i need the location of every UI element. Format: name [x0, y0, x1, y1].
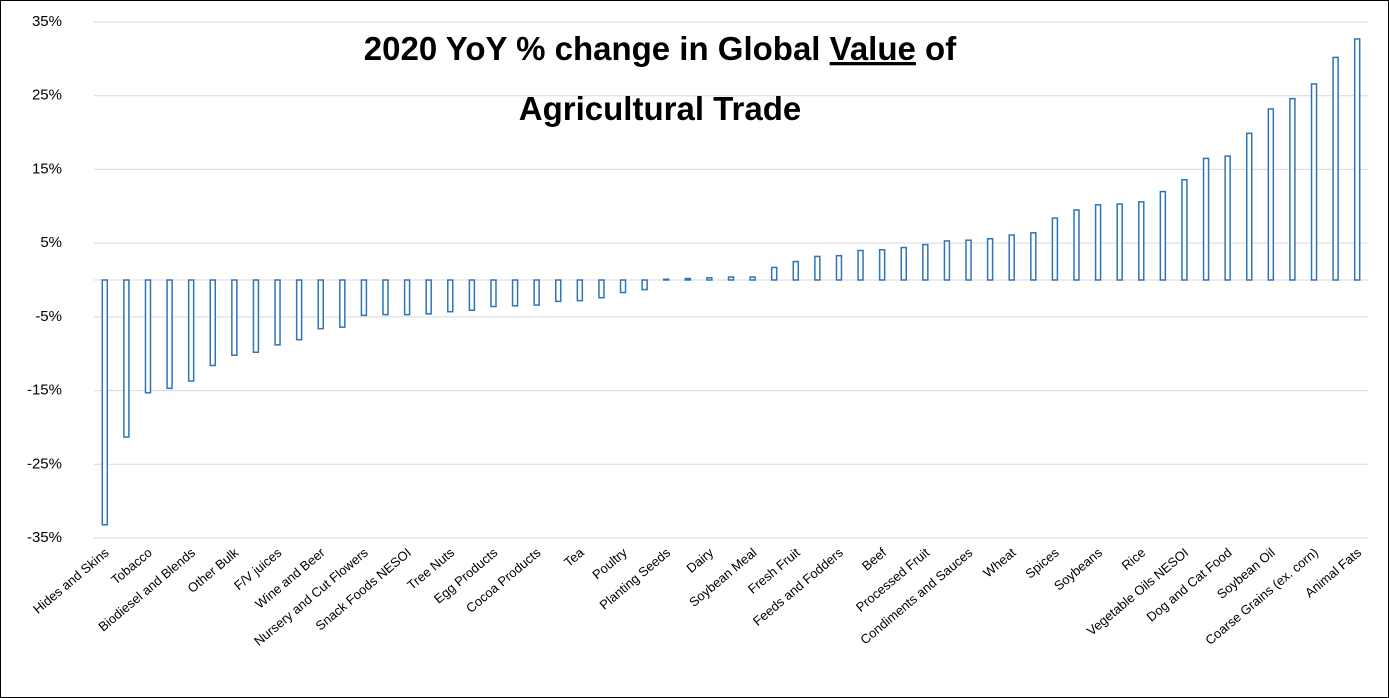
- y-tick-label: -15%: [27, 382, 62, 399]
- bar: [986, 237, 994, 281]
- x-tick-label: Dairy: [683, 544, 716, 575]
- bar: [965, 239, 972, 281]
- bar: [814, 255, 821, 281]
- bar: [1245, 132, 1253, 281]
- title-part: Agricultural Trade: [519, 90, 801, 127]
- bar: [317, 279, 324, 330]
- bar: [598, 279, 605, 299]
- bar: [490, 279, 497, 308]
- bar: [339, 279, 346, 328]
- y-tick-label: -25%: [27, 455, 62, 472]
- y-tick-label: -35%: [27, 529, 62, 546]
- bar: [943, 240, 951, 281]
- x-tick-label: Cocoa Products: [463, 544, 544, 615]
- bar: [382, 279, 389, 316]
- bar: [1051, 217, 1059, 281]
- x-tick-label: Hides and Skins: [30, 544, 112, 616]
- bar: [576, 279, 584, 302]
- y-tick-label: 15%: [32, 160, 62, 177]
- bar: [447, 279, 454, 313]
- bar: [555, 279, 562, 303]
- bar: [684, 277, 692, 281]
- y-tick-label: -5%: [35, 308, 62, 325]
- bar: [144, 279, 152, 394]
- bar: [1116, 203, 1123, 281]
- x-tick-label: Rice: [1119, 545, 1149, 573]
- bar: [403, 279, 411, 316]
- bar: [425, 279, 432, 315]
- y-tick-label: 35%: [32, 13, 62, 30]
- x-tick-label: Spices: [1022, 544, 1062, 581]
- bar: [1267, 108, 1275, 281]
- x-tick-label: Wheat: [980, 545, 1019, 581]
- bar: [1224, 155, 1231, 281]
- bar: [1094, 204, 1102, 281]
- bar: [770, 266, 778, 281]
- bar: [1030, 232, 1037, 281]
- bar: [252, 279, 260, 353]
- bar: [727, 276, 735, 281]
- x-tick-label: Processed Fruit: [853, 545, 933, 615]
- bar: [123, 279, 130, 438]
- bar: [857, 249, 864, 281]
- bar: [533, 279, 540, 306]
- bar: [900, 246, 907, 281]
- bar: [641, 279, 648, 291]
- title-part: Value: [830, 30, 916, 67]
- bar: [922, 243, 929, 281]
- bar: [274, 279, 281, 346]
- bar: [468, 279, 476, 311]
- x-tick-label: Beef: [859, 545, 889, 574]
- y-tick-label: 5%: [40, 234, 62, 251]
- bar: [1159, 190, 1167, 281]
- bar: [295, 279, 303, 341]
- bar: [835, 254, 843, 281]
- bar: [187, 279, 195, 382]
- bar: [166, 279, 173, 390]
- bar: [1353, 38, 1361, 281]
- bar: [1202, 157, 1210, 281]
- x-tick-label: Tea: [561, 544, 587, 569]
- bar: [1073, 209, 1080, 281]
- bar: [792, 260, 800, 281]
- title-part: of: [925, 30, 957, 67]
- title-part: 2020 YoY % change in Global: [364, 30, 821, 67]
- bar: [1008, 234, 1015, 281]
- bar: [101, 279, 109, 526]
- bar: [749, 276, 756, 281]
- bars: [101, 38, 1361, 526]
- bar: [511, 279, 519, 307]
- bar: [1289, 97, 1296, 281]
- chart-title: 2020 YoY % change in Global Value of Agri…: [364, 30, 957, 127]
- bar: [1310, 83, 1318, 281]
- bar: [662, 278, 670, 281]
- bar: [619, 279, 627, 294]
- y-tick-label: 25%: [32, 87, 62, 104]
- bar: [360, 279, 368, 317]
- x-tick-label: Soybeans: [1051, 544, 1105, 593]
- bar: [1332, 56, 1339, 281]
- bar: [1138, 201, 1145, 281]
- bar: [1181, 178, 1188, 281]
- bar: [706, 277, 713, 281]
- bar: [231, 279, 238, 356]
- bar: [878, 249, 886, 281]
- bar: [209, 279, 217, 367]
